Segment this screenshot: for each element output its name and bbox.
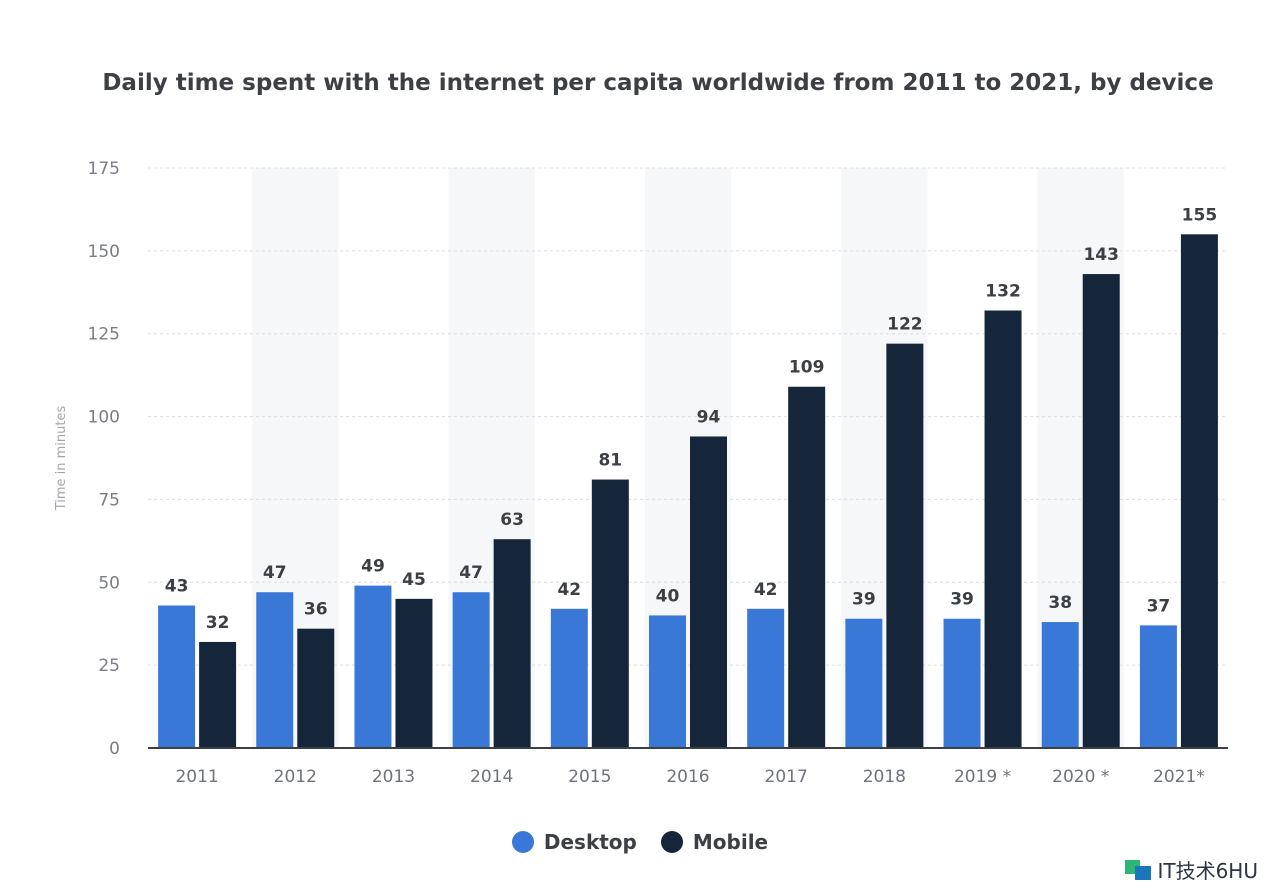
data-label-mobile: 45 — [402, 570, 426, 590]
bar-mobile[interactable] — [788, 386, 826, 748]
bar-desktop[interactable] — [649, 615, 686, 748]
legend-desktop-label: Desktop — [543, 830, 637, 854]
data-label-mobile: 36 — [304, 600, 328, 620]
legend-mobile-swatch — [660, 831, 683, 853]
watermark: IT技术6HU — [1125, 855, 1258, 884]
bar-desktop[interactable] — [256, 592, 294, 748]
data-label-desktop: 40 — [656, 586, 680, 606]
x-tick-label: 2015 — [568, 767, 611, 787]
data-label-desktop: 37 — [1147, 596, 1171, 616]
bar-mobile[interactable] — [591, 479, 629, 748]
y-tick-label: 50 — [98, 573, 120, 593]
bar-mobile[interactable] — [1180, 234, 1218, 749]
bar-desktop[interactable] — [747, 608, 785, 748]
bar-desktop[interactable] — [1139, 625, 1177, 748]
bar-desktop[interactable] — [943, 618, 981, 748]
bar-mobile[interactable] — [395, 598, 433, 748]
y-tick-label: 175 — [88, 159, 120, 179]
legend-mobile-label: Mobile — [692, 830, 769, 854]
data-label-mobile: 94 — [697, 407, 721, 427]
y-tick-label: 25 — [98, 656, 120, 676]
x-tick-label: 2014 — [470, 767, 513, 787]
y-tick-label: 150 — [88, 242, 120, 262]
data-label-desktop: 42 — [557, 580, 581, 600]
y-tick-label: 125 — [88, 325, 120, 345]
legend-item-mobile[interactable]: Mobile — [660, 830, 769, 854]
y-tick-label: 0 — [109, 739, 120, 759]
x-tick-label: 2013 — [372, 767, 415, 787]
data-label-mobile: 32 — [206, 613, 230, 633]
x-tick-label: 2016 — [666, 767, 709, 787]
data-label-mobile: 122 — [887, 315, 923, 335]
legend-desktop-swatch — [511, 831, 534, 853]
bar-desktop[interactable] — [550, 608, 588, 748]
data-label-desktop: 47 — [459, 563, 483, 583]
data-label-mobile: 143 — [1083, 245, 1119, 265]
y-tick-label: 75 — [98, 490, 120, 510]
bar-desktop[interactable] — [845, 618, 883, 748]
x-tick-label: 2019 * — [954, 767, 1011, 787]
data-label-desktop: 39 — [950, 590, 974, 610]
bar-desktop[interactable] — [1041, 622, 1079, 748]
chart-title: Daily time spent with the internet per c… — [102, 70, 1214, 96]
data-label-mobile: 81 — [598, 451, 622, 471]
bar-desktop[interactable] — [452, 592, 490, 748]
data-labels: 43 32 47 36 49 45 47 63 42 81 40 94 42 109 39 122 39 132 3… — [165, 205, 1217, 633]
legend: Desktop Mobile — [0, 830, 1280, 854]
data-label-desktop: 38 — [1048, 593, 1072, 613]
bar-desktop[interactable] — [158, 605, 196, 748]
bar-mobile[interactable] — [1082, 274, 1120, 748]
bar-mobile[interactable] — [199, 641, 237, 748]
bar-mobile[interactable] — [690, 436, 727, 748]
bar-mobile[interactable] — [297, 628, 335, 748]
watermark-text: IT技术6HU — [1157, 859, 1258, 883]
data-label-desktop: 43 — [165, 576, 189, 596]
data-label-mobile: 155 — [1182, 205, 1218, 225]
x-tick-label: 2020 * — [1052, 767, 1109, 787]
bar-desktop[interactable] — [354, 585, 392, 748]
data-label-desktop: 39 — [852, 590, 876, 610]
x-tick-label: 2021* — [1153, 767, 1205, 787]
x-tick-label: 2018 — [863, 767, 906, 787]
watermark-logo-icon — [1125, 859, 1152, 880]
legend-item-desktop[interactable]: Desktop — [511, 830, 637, 854]
y-tick-label: 100 — [88, 408, 120, 428]
data-label-desktop: 42 — [754, 580, 778, 600]
x-axis-categories: 2011 2012 2013 2014 2015 2016 2017 2018 2019 * 20… — [175, 767, 1204, 787]
x-tick-label: 2011 — [175, 767, 218, 787]
bar-mobile[interactable] — [984, 310, 1022, 748]
data-label-mobile: 132 — [985, 282, 1021, 302]
y-axis-ticks: 0 25 50 75 100 125 150 175 — [88, 159, 120, 759]
data-label-desktop: 49 — [361, 557, 385, 577]
data-label-mobile: 63 — [500, 510, 524, 530]
bar-group — [158, 234, 1218, 749]
bar-mobile[interactable] — [493, 539, 531, 748]
bar-mobile[interactable] — [886, 343, 924, 748]
x-tick-label: 2012 — [274, 767, 317, 787]
data-label-desktop: 47 — [263, 563, 287, 583]
x-tick-label: 2017 — [765, 767, 808, 787]
data-label-mobile: 109 — [789, 358, 825, 378]
y-axis-label: Time in minutes — [54, 406, 69, 512]
